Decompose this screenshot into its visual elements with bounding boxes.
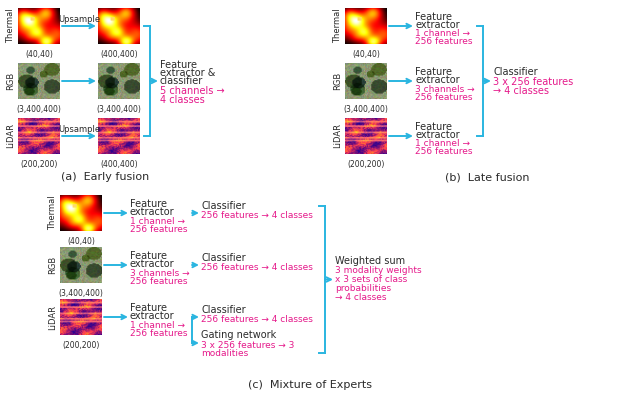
Text: Upsample: Upsample (58, 15, 100, 24)
Text: 1 channel →: 1 channel → (130, 217, 185, 226)
Text: 256 features: 256 features (415, 92, 472, 101)
Text: 1 channel →: 1 channel → (415, 140, 470, 149)
Text: 256 features: 256 features (130, 224, 188, 233)
Text: (200,200): (200,200) (348, 160, 385, 169)
Text: extractor: extractor (130, 311, 175, 321)
Text: RGB: RGB (333, 72, 342, 90)
Text: Thermal: Thermal (48, 196, 57, 230)
Text: RGB: RGB (6, 72, 15, 90)
Text: Feature: Feature (415, 67, 452, 77)
Text: (3,400,400): (3,400,400) (97, 105, 141, 114)
Text: (3,400,400): (3,400,400) (59, 289, 104, 298)
Text: extractor: extractor (415, 20, 460, 30)
Text: extractor: extractor (130, 207, 175, 217)
Text: (a)  Early fusion: (a) Early fusion (61, 172, 149, 182)
Text: Classifier: Classifier (201, 305, 246, 315)
Text: Feature: Feature (415, 122, 452, 132)
Text: Feature: Feature (130, 199, 167, 209)
Text: 3 channels →: 3 channels → (130, 268, 189, 277)
Text: 256 features: 256 features (415, 37, 472, 46)
Text: (3,400,400): (3,400,400) (344, 105, 388, 114)
Text: 3 modality weights: 3 modality weights (335, 266, 422, 275)
Text: (3,400,400): (3,400,400) (17, 105, 61, 114)
Text: Classifier: Classifier (201, 201, 246, 211)
Text: 256 features → 4 classes: 256 features → 4 classes (201, 211, 313, 220)
Text: extractor: extractor (415, 130, 460, 140)
Text: 3 channels →: 3 channels → (415, 84, 475, 94)
Text: classifier: classifier (160, 76, 204, 86)
Text: 1 channel →: 1 channel → (130, 321, 185, 329)
Text: LiDAR: LiDAR (6, 123, 15, 149)
Text: (40,40): (40,40) (67, 237, 95, 246)
Text: Classifier: Classifier (201, 253, 246, 263)
Text: LiDAR: LiDAR (48, 305, 57, 329)
Text: Feature: Feature (130, 251, 167, 261)
Text: Feature: Feature (415, 12, 452, 22)
Text: 3 x 256 features → 3: 3 x 256 features → 3 (201, 340, 294, 349)
Text: 1 channel →: 1 channel → (415, 29, 470, 39)
Text: 256 features: 256 features (415, 147, 472, 156)
Text: 256 features: 256 features (130, 277, 188, 285)
Text: (400,400): (400,400) (100, 50, 138, 59)
Text: (b)  Late fusion: (b) Late fusion (445, 172, 529, 182)
Text: (400,400): (400,400) (100, 160, 138, 169)
Text: → 4 classes: → 4 classes (493, 86, 549, 96)
Text: 3 x 256 features: 3 x 256 features (493, 77, 573, 87)
Text: Thermal: Thermal (333, 9, 342, 43)
Text: (40,40): (40,40) (25, 50, 53, 59)
Text: (200,200): (200,200) (20, 160, 58, 169)
Text: (40,40): (40,40) (352, 50, 380, 59)
Text: probabilities: probabilities (335, 284, 391, 293)
Text: Feature: Feature (160, 60, 197, 70)
Text: Upsample: Upsample (58, 125, 100, 134)
Text: (c)  Mixture of Experts: (c) Mixture of Experts (248, 380, 372, 390)
Text: RGB: RGB (48, 256, 57, 274)
Text: extractor &: extractor & (160, 68, 216, 78)
Text: modalities: modalities (201, 349, 248, 358)
Text: extractor: extractor (415, 75, 460, 85)
Text: Thermal: Thermal (6, 9, 15, 43)
Text: extractor: extractor (130, 259, 175, 269)
Text: (200,200): (200,200) (62, 341, 100, 350)
Text: Feature: Feature (130, 303, 167, 313)
Text: Weighted sum: Weighted sum (335, 255, 405, 266)
Text: LiDAR: LiDAR (333, 123, 342, 149)
Text: x 3 sets of class: x 3 sets of class (335, 275, 407, 284)
Text: 4 classes: 4 classes (160, 95, 205, 105)
Text: 256 features: 256 features (130, 329, 188, 338)
Text: Classifier: Classifier (493, 67, 538, 77)
Text: Gating network: Gating network (201, 330, 276, 340)
Text: 5 channels →: 5 channels → (160, 86, 225, 96)
Text: 256 features → 4 classes: 256 features → 4 classes (201, 263, 313, 272)
Text: 256 features → 4 classes: 256 features → 4 classes (201, 314, 313, 323)
Text: → 4 classes: → 4 classes (335, 293, 387, 302)
